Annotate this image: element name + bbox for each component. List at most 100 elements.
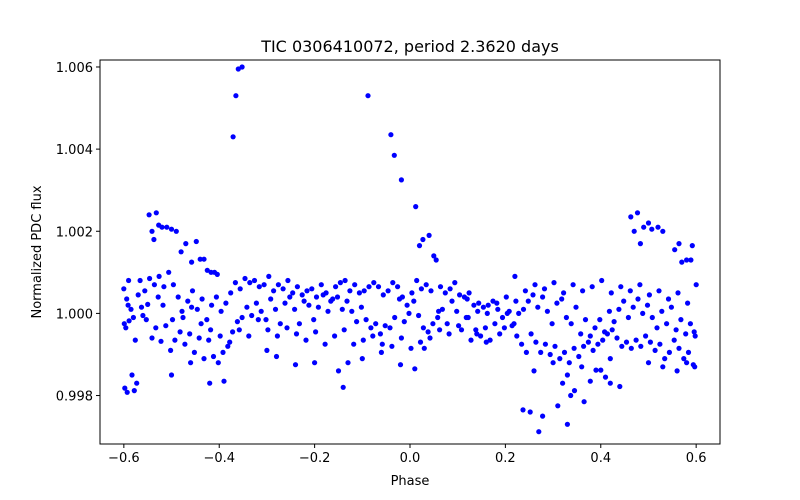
data-point: [580, 288, 586, 294]
data-point: [456, 323, 462, 329]
data-point: [433, 257, 439, 263]
data-point: [674, 368, 680, 374]
data-point: [228, 290, 234, 296]
data-point: [627, 288, 633, 294]
data-point: [528, 331, 534, 337]
data-point: [413, 204, 419, 210]
data-point: [272, 306, 279, 312]
data-point: [153, 325, 159, 331]
data-point: [156, 273, 162, 279]
data-point: [689, 243, 695, 249]
data-point: [163, 323, 169, 329]
data-point: [522, 288, 529, 294]
data-point: [531, 368, 537, 374]
data-point: [368, 325, 374, 331]
data-point: [334, 294, 341, 300]
data-point: [638, 343, 644, 349]
data-point: [581, 399, 587, 405]
data-point: [340, 384, 346, 390]
data-point: [427, 335, 433, 341]
data-point: [504, 310, 510, 316]
data-point: [313, 294, 320, 300]
data-point: [599, 277, 605, 284]
data-point: [189, 288, 196, 294]
data-point: [568, 321, 574, 327]
x-tick-label: 0.6: [686, 451, 707, 466]
data-point: [404, 302, 410, 308]
data-point: [349, 308, 355, 314]
data-point: [271, 288, 277, 294]
data-point: [332, 333, 338, 339]
data-point: [435, 314, 441, 321]
data-point: [124, 389, 130, 395]
data-point: [397, 362, 404, 368]
data-point: [255, 317, 261, 323]
data-point: [608, 290, 614, 296]
data-point: [236, 327, 242, 333]
data-point: [198, 321, 204, 327]
data-point: [685, 349, 692, 355]
data-point: [214, 271, 220, 277]
data-point: [497, 331, 503, 337]
data-point: [641, 224, 647, 230]
data-point: [217, 333, 223, 339]
data-point: [140, 312, 146, 319]
data-point: [412, 366, 418, 372]
data-point: [249, 312, 255, 319]
data-point: [645, 220, 652, 226]
data-point: [177, 329, 183, 335]
data-point: [607, 356, 613, 362]
data-point: [442, 290, 448, 296]
data-point: [197, 256, 203, 262]
data-point: [499, 314, 506, 321]
data-point: [668, 304, 675, 310]
data-point: [125, 302, 131, 308]
data-point: [514, 333, 520, 339]
data-point: [509, 323, 515, 329]
data-point: [652, 347, 658, 353]
data-point: [478, 333, 484, 339]
data-point: [647, 339, 654, 345]
data-point: [345, 360, 351, 366]
data-point: [688, 257, 694, 263]
data-point: [476, 300, 482, 306]
data-point: [183, 241, 189, 247]
data-point: [541, 286, 548, 292]
data-point: [160, 302, 166, 308]
data-point: [655, 224, 661, 230]
data-point: [616, 306, 622, 312]
data-point: [625, 314, 632, 321]
data-point: [137, 277, 143, 284]
data-point: [209, 302, 215, 308]
data-point: [175, 294, 181, 300]
data-point: [595, 341, 601, 347]
data-point: [142, 288, 148, 294]
data-point: [360, 337, 366, 343]
data-point: [237, 286, 243, 292]
data-point: [170, 282, 176, 288]
data-point: [513, 298, 519, 304]
data-point: [525, 298, 531, 304]
data-point: [494, 300, 500, 306]
data-point: [592, 325, 598, 331]
data-point: [542, 341, 549, 347]
x-tick-label: 0.4: [590, 451, 611, 466]
data-point: [123, 325, 129, 331]
data-point: [536, 429, 542, 435]
data-point: [215, 360, 221, 366]
y-axis: 0.998 1.000 1.002 1.004 1.006: [56, 61, 100, 405]
data-point: [363, 317, 369, 323]
data-point: [261, 282, 267, 288]
data-point: [444, 321, 450, 327]
data-point: [210, 353, 217, 360]
data-point: [693, 282, 699, 288]
data-point: [218, 308, 224, 314]
data-point: [284, 325, 290, 331]
data-point: [606, 308, 613, 314]
data-point: [664, 321, 670, 327]
data-point: [646, 292, 653, 298]
data-point: [483, 339, 489, 345]
data-point: [474, 331, 480, 337]
data-point: [392, 314, 398, 321]
data-point: [366, 284, 372, 290]
